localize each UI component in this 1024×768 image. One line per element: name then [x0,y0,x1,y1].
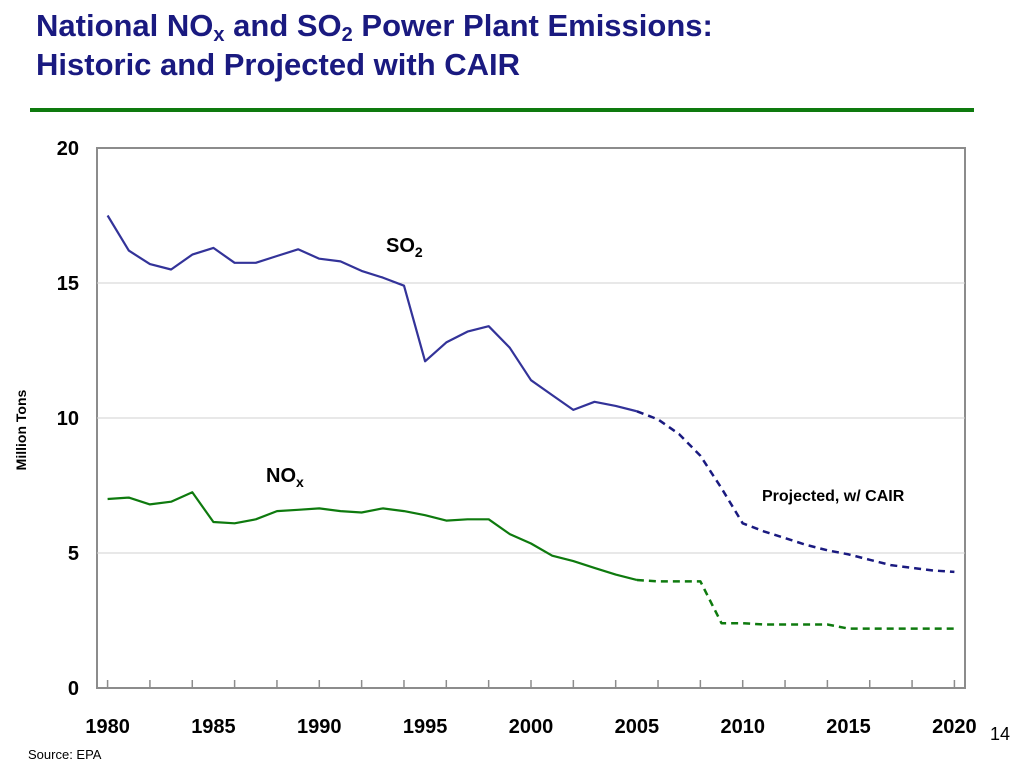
so2-label: SO2 [386,235,423,260]
y-tick-label: 0 [68,678,79,700]
y-axis-label: Million Tons [13,389,29,470]
so2-projected-line [636,410,955,574]
y-tick-label: 5 [68,543,79,565]
gridlines [97,282,965,554]
title-divider [30,108,974,112]
x-tick-label: 1980 [85,716,130,738]
x-tick-label: 1985 [191,716,236,738]
x-tick-label: 1995 [403,716,448,738]
y-tick-label: 15 [57,273,79,295]
series-lines [106,214,955,630]
y-tick-labels: 0 5 10 15 20 [57,138,79,700]
nox-projected-line [636,578,955,630]
title-line-2: Historic and Projected with CAIR [36,47,521,82]
nox-line [107,491,638,582]
x-tick-label: 2020 [932,716,977,738]
x-tick-label: 2015 [826,716,871,738]
nox-label: NOx [266,465,304,490]
x-tick-label: 2000 [509,716,554,738]
so2-line [106,214,638,413]
x-ticks [106,680,956,688]
x-tick-label: 2005 [615,716,660,738]
source-note: Source: EPA [28,747,102,762]
x-tick-labels: 1980 1985 1990 1995 2000 2005 2010 2015 2020 [85,716,976,738]
projected-label: Projected, w/ CAIR [762,488,905,505]
x-tick-label: 1990 [297,716,342,738]
slide-number: 14 [990,724,1011,744]
title-line-1: National NOx and SO2 Power Plant Emissio… [36,8,713,46]
y-tick-label: 10 [57,408,79,430]
page-title: National NOx and SO2 Power Plant Emissio… [36,6,976,84]
x-tick-label: 2010 [720,716,765,738]
y-tick-label: 20 [57,138,79,160]
